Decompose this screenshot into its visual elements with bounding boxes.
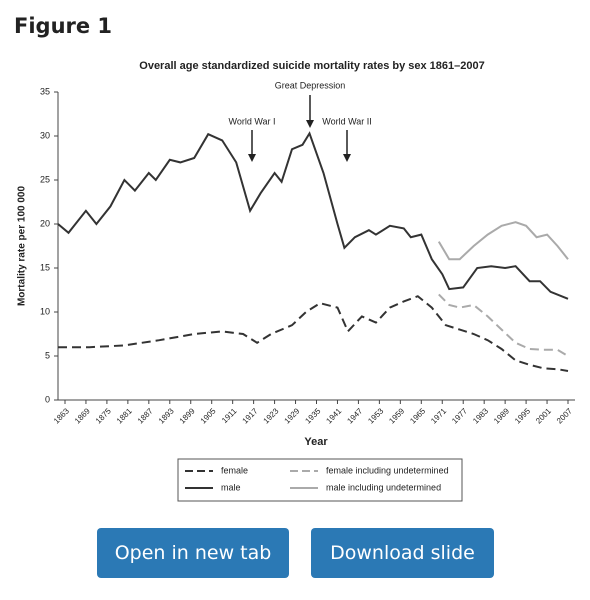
x-tick-label: 1959 [387, 406, 406, 425]
x-tick-label: 1887 [136, 406, 155, 425]
x-tick-label: 1881 [115, 406, 134, 425]
x-tick-label: 1917 [241, 406, 260, 425]
download-button[interactable]: Download slide [311, 528, 494, 578]
x-tick-label: 1935 [303, 406, 322, 425]
x-tick-label: 1911 [220, 406, 239, 425]
y-tick-label: 0 [45, 394, 50, 404]
series-line [437, 221, 569, 261]
x-tick-label: 1989 [492, 406, 511, 425]
legend-label: female [221, 465, 248, 475]
y-tick-label: 15 [40, 262, 50, 272]
x-tick-label: 1947 [345, 406, 364, 425]
y-tick-label: 25 [40, 174, 50, 184]
annotation-arrowhead [306, 120, 314, 128]
annotation: World War II [322, 116, 372, 126]
x-tick-label: 2007 [555, 406, 574, 425]
figure-title: Figure 1 [14, 14, 112, 38]
x-tick-label: 1929 [282, 406, 301, 425]
x-tick-label: 1965 [408, 406, 427, 425]
annotation: World War I [228, 116, 275, 126]
annotation-arrowhead [248, 154, 256, 162]
x-tick-label: 1971 [429, 406, 448, 425]
x-axis-label: Year [304, 436, 328, 448]
legend-label: male [221, 482, 241, 492]
x-tick-label: 1899 [178, 406, 197, 425]
chart-title: Overall age standardized suicide mortali… [139, 60, 484, 72]
x-tick-label: 1995 [513, 406, 532, 425]
series-line [438, 293, 569, 357]
x-tick-label: 1869 [73, 406, 92, 425]
y-tick-label: 35 [40, 86, 50, 96]
x-tick-label: 1905 [199, 406, 218, 425]
y-axis-label: Mortality rate per 100 000 [17, 186, 28, 306]
x-tick-label: 1875 [94, 406, 113, 425]
x-tick-label: 1941 [324, 406, 343, 425]
series-line [58, 295, 569, 372]
x-tick-label: 1983 [471, 406, 490, 425]
series-line [57, 131, 569, 300]
annotation-arrowhead [343, 154, 351, 162]
x-tick-label: 1923 [262, 406, 281, 425]
legend-label: male including undetermined [326, 482, 441, 492]
legend-box [177, 458, 463, 502]
x-tick-label: 1953 [366, 406, 385, 425]
figure: Figure 1 Overall age standardized suicid… [14, 14, 575, 502]
open-tab-button[interactable]: Open in new tab [97, 528, 289, 578]
y-tick-label: 30 [40, 130, 50, 140]
x-tick-label: 2001 [534, 406, 553, 425]
x-tick-label: 1977 [450, 406, 469, 425]
legend-label: female including undetermined [326, 465, 449, 475]
x-tick-label: 1863 [52, 406, 71, 425]
y-tick-label: 10 [40, 306, 50, 316]
y-tick-label: 20 [40, 218, 50, 228]
annotation: Great Depression [275, 80, 346, 90]
x-tick-label: 1893 [157, 406, 176, 425]
y-tick-label: 5 [45, 350, 50, 360]
